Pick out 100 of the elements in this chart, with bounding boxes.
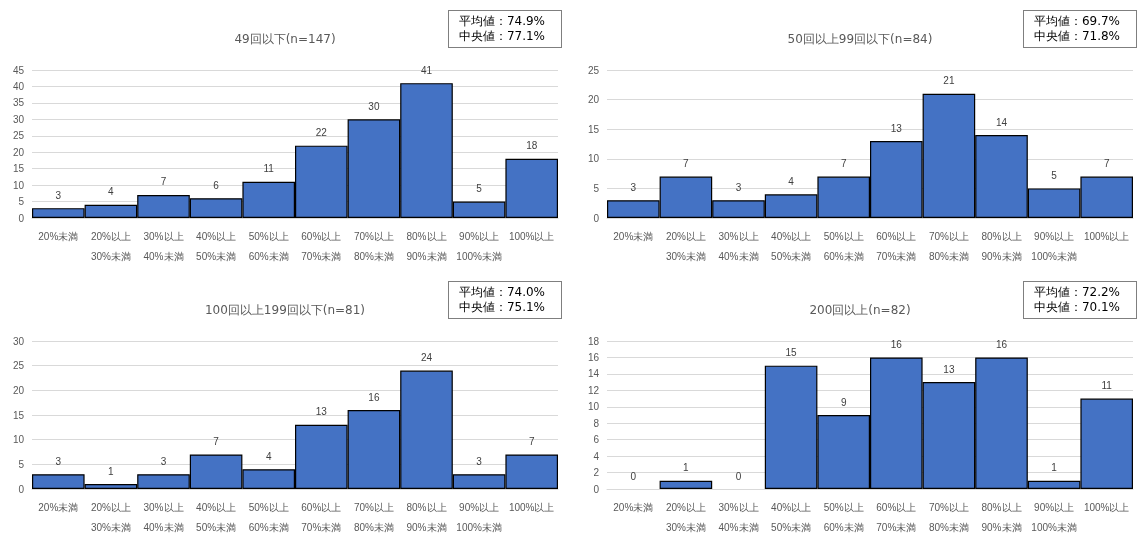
y-tick-label: 6 (593, 434, 600, 446)
y-tick-label: 10 (12, 434, 25, 446)
data-label: 4 (265, 450, 272, 462)
x-tick-label: 30%以上 40%未満 (718, 501, 759, 533)
x-tick-label: 90%以上 100%未満 (456, 501, 502, 533)
text: 中央値：77.1% (458, 29, 545, 44)
data-label: 1 (683, 462, 690, 474)
y-tick-label: 15 (12, 409, 25, 421)
y-tick-label: 40 (12, 80, 25, 92)
x-tick-label: 40%以上 50%未満 (196, 501, 237, 533)
y-tick-label: 20 (12, 384, 25, 396)
data-label: 4 (788, 175, 795, 187)
x-tick-label: 40%以上 50%未満 (771, 230, 812, 262)
y-tick-label: 12 (587, 384, 600, 396)
text: 平均値：74.0% (458, 285, 545, 300)
y-tick-label: 5 (593, 182, 600, 194)
text: 平均値：69.7% (1033, 14, 1120, 29)
text: 中央値：71.8% (1033, 29, 1120, 44)
data-label: 22 (315, 127, 328, 139)
chart-title: 49回以下(n=147) (234, 32, 336, 46)
text: 中央値：70.1% (1033, 300, 1120, 315)
data-label: 30 (368, 100, 380, 112)
data-label: 7 (1103, 158, 1110, 170)
x-tick-label: 30%以上 40%未満 (143, 501, 184, 533)
data-label: 5 (476, 183, 483, 195)
y-tick-label: 10 (587, 401, 600, 413)
data-label: 3 (55, 455, 62, 467)
data-label: 0 (735, 470, 742, 482)
y-tick-label: 5 (18, 196, 25, 208)
x-tick-label: 20%以上 30%未満 (665, 501, 706, 533)
data-label: 16 (995, 338, 1008, 350)
text: 中央値：75.1% (458, 300, 545, 315)
y-tick-label: 0 (18, 483, 25, 495)
x-tick-label: 60%以上 70%未満 (876, 230, 917, 262)
y-tick-label: 15 (12, 163, 25, 175)
data-label: 13 (315, 406, 328, 418)
x-tick-label: 70%以上 80%未満 (928, 501, 969, 533)
x-tick-label: 80%以上 90%未満 (981, 501, 1022, 533)
chart-title: 50回以上99回以下(n=84) (787, 32, 933, 46)
data-label: 9 (840, 396, 847, 408)
data-label: 16 (890, 338, 903, 350)
x-tick-label: 70%以上 80%未満 (928, 230, 969, 262)
data-label: 11 (1101, 380, 1113, 392)
data-label: 21 (943, 75, 955, 87)
x-tick-label: 20%未満 (613, 230, 654, 242)
x-tick-label: 20%以上 30%未満 (90, 501, 131, 533)
y-tick-label: 0 (18, 212, 25, 224)
data-label: 3 (476, 455, 483, 467)
y-tick-label: 20 (587, 94, 600, 106)
y-tick-label: 20 (12, 146, 25, 158)
y-tick-label: 16 (587, 351, 600, 363)
x-tick-label: 100%以上 (1083, 230, 1130, 242)
x-tick-label: 90%以上 100%未満 (1031, 230, 1077, 262)
y-tick-label: 10 (587, 153, 600, 165)
y-tick-label: 30 (12, 113, 25, 125)
data-label: 14 (995, 116, 1008, 128)
data-label: 7 (840, 158, 847, 170)
x-tick-label: 90%以上 100%未満 (1031, 501, 1077, 533)
x-tick-label: 60%以上 70%未満 (301, 501, 342, 533)
data-label: 1 (1051, 462, 1058, 474)
x-tick-label: 100%以上 (508, 501, 555, 513)
data-label: 18 (526, 140, 538, 152)
data-label: 16 (368, 391, 380, 403)
x-tick-label: 70%以上 80%未満 (353, 501, 394, 533)
x-tick-label: 20%以上 30%未満 (665, 230, 706, 262)
x-tick-label: 40%以上 50%未満 (771, 501, 812, 533)
data-label: 24 (420, 352, 433, 364)
y-tick-label: 25 (587, 64, 600, 76)
x-tick-label: 80%以上 90%未満 (981, 230, 1022, 262)
x-tick-label: 30%以上 40%未満 (143, 230, 184, 262)
y-tick-label: 35 (12, 97, 25, 109)
y-tick-label: 25 (12, 130, 25, 142)
x-tick-label: 50%以上 60%未満 (248, 501, 289, 533)
data-label: 41 (420, 64, 433, 76)
text: 平均値：74.9% (458, 14, 545, 29)
data-label: 7 (213, 435, 220, 447)
text: 平均値：72.2% (1033, 285, 1120, 300)
x-tick-label: 50%以上 60%未満 (823, 501, 864, 533)
data-label: 3 (160, 455, 167, 467)
data-label: 0 (630, 470, 637, 482)
data-label: 3 (55, 189, 62, 201)
data-label: 15 (785, 347, 798, 359)
y-tick-label: 0 (593, 483, 600, 495)
x-tick-label: 20%未満 (613, 501, 654, 513)
data-label: 7 (683, 158, 690, 170)
x-tick-label: 80%以上 90%未満 (406, 501, 447, 533)
y-tick-label: 45 (12, 64, 25, 76)
y-tick-label: 8 (593, 417, 600, 429)
data-label: 3 (630, 181, 637, 193)
data-label: 13 (943, 363, 955, 375)
y-tick-label: 5 (18, 458, 25, 470)
x-tick-label: 70%以上 80%未満 (353, 230, 394, 262)
x-tick-label: 30%以上 40%未満 (718, 230, 759, 262)
data-label: 7 (528, 435, 535, 447)
y-tick-label: 18 (587, 335, 600, 347)
data-label: 6 (213, 179, 220, 191)
x-tick-label: 20%以上 30%未満 (90, 230, 131, 262)
x-tick-label: 100%以上 (508, 230, 555, 242)
data-label: 5 (1051, 169, 1058, 181)
chart-title: 100回以上199回以下(n=81) (204, 303, 366, 317)
